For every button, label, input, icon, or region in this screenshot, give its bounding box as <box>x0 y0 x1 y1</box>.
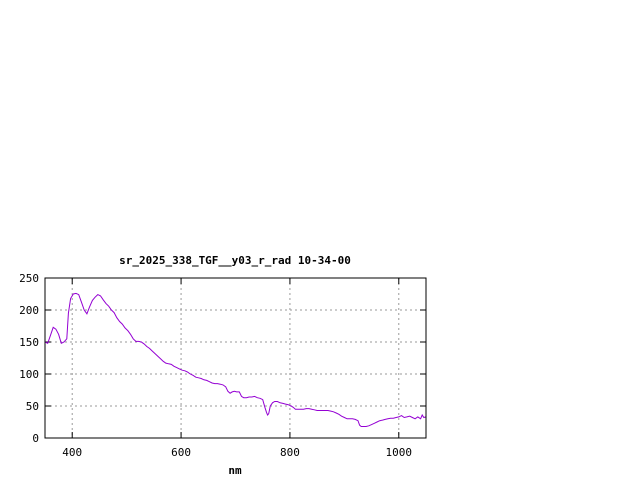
grid-lines <box>45 278 426 438</box>
chart-title: sr_2025_338_TGF__y03_r_rad 10-34-00 <box>119 254 351 267</box>
plot-frame <box>44 277 427 439</box>
x-tick-label: 400 <box>62 446 82 459</box>
x-tick-label: 1000 <box>386 446 413 459</box>
y-tick-label: 0 <box>32 432 39 445</box>
x-axis-label: nm <box>228 464 242 477</box>
x-tick-label: 800 <box>280 446 300 459</box>
y-tick-label: 150 <box>19 336 39 349</box>
axis-ticks: 400 600 800 1000 0 50 100 150 200 250 <box>19 272 426 459</box>
y-tick-label: 250 <box>19 272 39 285</box>
y-tick-label: 100 <box>19 368 39 381</box>
y-tick-label: 200 <box>19 304 39 317</box>
y-tick-label: 50 <box>26 400 39 413</box>
series-layer <box>44 292 427 427</box>
x-tick-label: 600 <box>171 446 191 459</box>
series-line <box>44 292 427 427</box>
